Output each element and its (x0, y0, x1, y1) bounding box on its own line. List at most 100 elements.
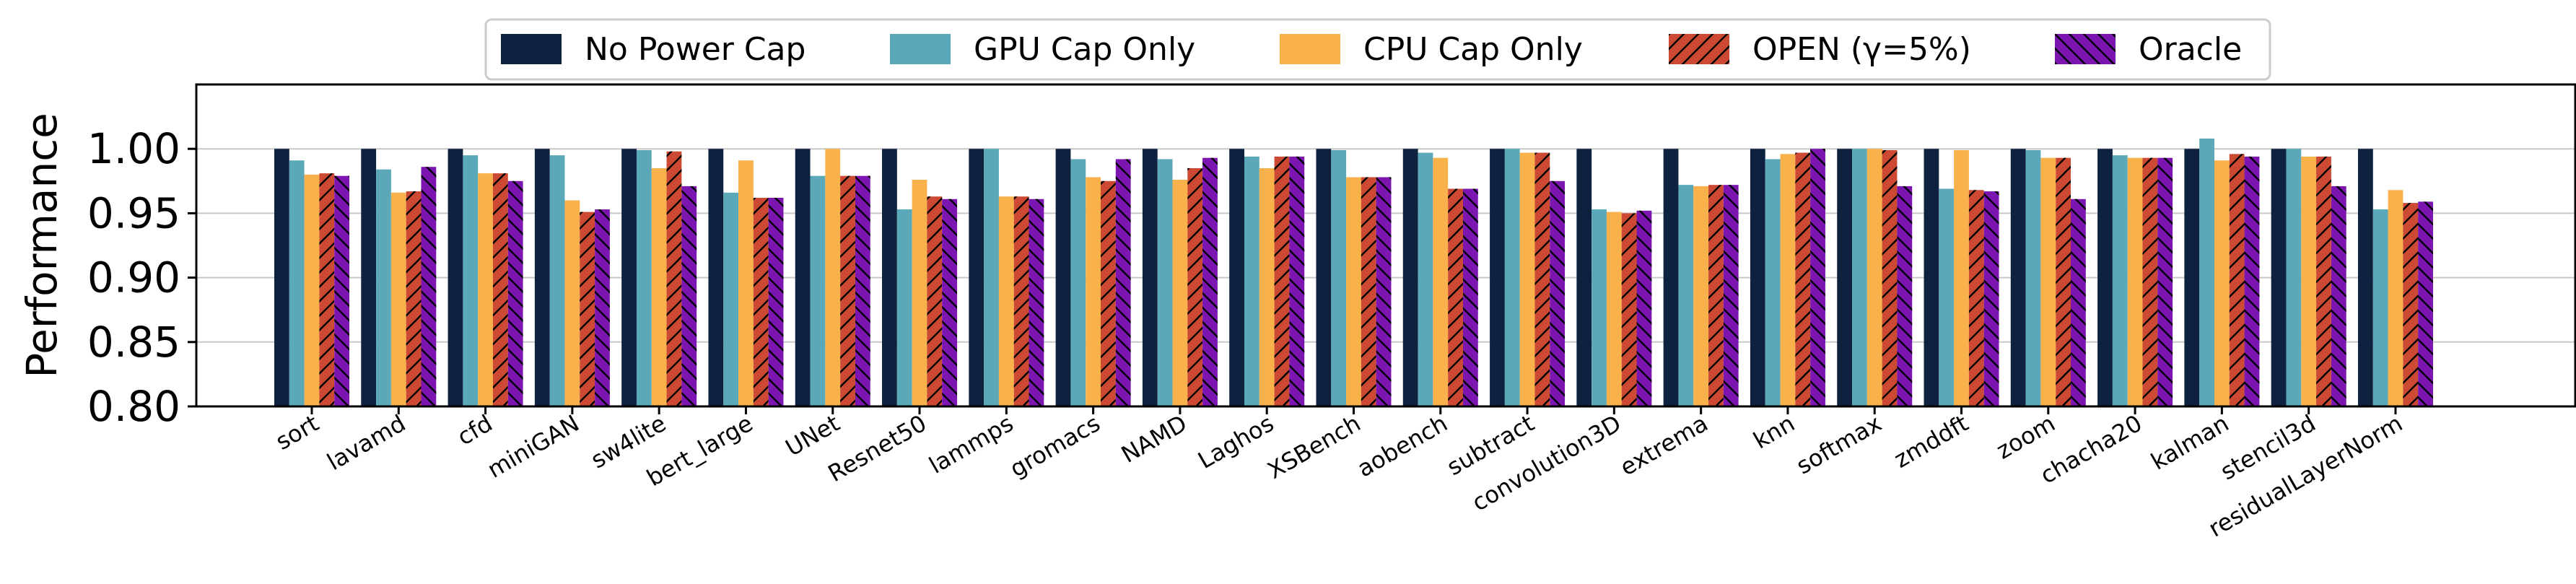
bar-hatch (2331, 186, 2346, 406)
x-tick-label: softmax (1791, 409, 1886, 480)
bar-hatch (1101, 180, 1116, 407)
bar-miniGAN-No Power Cap (534, 149, 550, 406)
bar-lavamd-CPU Cap Only (390, 192, 406, 406)
legend-label: GPU Cap Only (974, 31, 1195, 68)
x-tick-label: lammps (925, 409, 1018, 479)
bar-XSBench-GPU Cap Only (1331, 149, 1347, 406)
bar-zoom-No Power Cap (2010, 149, 2026, 406)
bar-hatch (406, 191, 422, 406)
bar-miniGAN-CPU Cap Only (564, 200, 580, 406)
x-tick-label: aobench (1353, 409, 1452, 483)
bar-NAMD-CPU Cap Only (1172, 180, 1188, 407)
bar-bert_large-No Power Cap (708, 149, 724, 406)
bar-hatch (1636, 210, 1652, 406)
bar-hatch (1274, 156, 1290, 407)
bar-hatch (1462, 188, 1478, 406)
bar-hatch (2316, 156, 2331, 407)
bar-hatch (580, 212, 595, 406)
bar-XSBench-CPU Cap Only (1346, 177, 1361, 406)
bar-hatch (927, 196, 943, 406)
bar-hatch (1621, 213, 1637, 406)
bar-hatch (1968, 190, 1984, 406)
bar-hatch (1289, 156, 1305, 407)
bar-hatch (1795, 152, 1811, 406)
bar-aobench-CPU Cap Only (1433, 157, 1449, 407)
bar-hatch (666, 151, 682, 406)
bar-hatch (1723, 185, 1739, 406)
bar-gromacs-No Power Cap (1055, 149, 1071, 406)
bar-knn-No Power Cap (1750, 149, 1765, 406)
bar-hatch (1376, 177, 1392, 406)
bar-Resnet50-No Power Cap (882, 149, 897, 406)
x-tick-label: sort (271, 409, 323, 456)
y-tick-label: 0.90 (87, 253, 180, 302)
x-tick-label: zoom (1991, 409, 2059, 464)
legend-swatch (890, 34, 951, 64)
bar-sw4lite-GPU Cap Only (636, 149, 652, 406)
bar-knn-GPU Cap Only (1765, 159, 1781, 407)
bar-zmddft-GPU Cap Only (1939, 188, 1955, 406)
bar-zmddft-CPU Cap Only (1954, 149, 1969, 406)
bar-hatch (2244, 156, 2260, 407)
bar-hatch (768, 197, 784, 406)
bar-hatch (1983, 191, 1999, 406)
bar-lavamd-No Power Cap (361, 149, 377, 406)
bar-stencil3d-No Power Cap (2271, 149, 2287, 406)
bar-hatch (1550, 180, 1566, 407)
bar-hatch (942, 199, 958, 406)
x-tick-label: NAMD (1117, 409, 1192, 468)
bar-sw4lite-CPU Cap Only (651, 167, 667, 406)
bar-extrema-CPU Cap Only (1693, 186, 1709, 406)
x-tick-label: XSBench (1262, 409, 1365, 484)
bar-hatch (681, 186, 697, 406)
bar-kalman-CPU Cap Only (2214, 160, 2230, 407)
bar-UNet-GPU Cap Only (810, 175, 826, 406)
bar-hatch (595, 209, 610, 406)
bar-hatch (1187, 167, 1203, 406)
y-tick-label: 1.00 (87, 124, 180, 173)
bar-cfd-GPU Cap Only (463, 155, 479, 406)
bar-softmax-GPU Cap Only (1852, 149, 1867, 406)
x-tick-label: cfd (453, 409, 497, 450)
bar-stencil3d-CPU Cap Only (2301, 156, 2317, 407)
bar-hatch (2418, 201, 2433, 406)
legend: No Power Cap GPU Cap Only CPU Cap Only OPEN… (484, 18, 2271, 81)
y-tick-label: 0.95 (87, 188, 180, 237)
bar-lammps-No Power Cap (969, 149, 984, 406)
bar-zoom-GPU Cap Only (2025, 149, 2041, 406)
x-tick-label: convolution3D (1467, 409, 1625, 517)
bar-knn-CPU Cap Only (1780, 154, 1796, 406)
legend-label: No Power Cap (585, 31, 805, 68)
bar-hatch (1115, 159, 1131, 407)
bar-hatch (1448, 188, 1463, 406)
bar-hatch (2071, 199, 2086, 406)
legend-swatch (501, 34, 562, 64)
bar-XSBench-No Power Cap (1316, 149, 1332, 406)
bar-convolution3D-No Power Cap (1576, 149, 1592, 406)
bar-hatch (1534, 152, 1550, 406)
axes-frame (195, 83, 2576, 408)
bar-NAMD-No Power Cap (1142, 149, 1158, 406)
bar-cfd-CPU Cap Only (478, 173, 493, 406)
y-tick-label: 0.85 (87, 318, 180, 367)
bar-zoom-CPU Cap Only (2040, 157, 2056, 407)
bar-lammps-GPU Cap Only (984, 149, 999, 406)
bar-hatch (2056, 157, 2071, 407)
bar-cfd-No Power Cap (447, 149, 463, 406)
bar-hatch (2229, 154, 2245, 406)
bar-convolution3D-CPU Cap Only (1606, 212, 1622, 406)
bar-hatch (1897, 186, 1913, 406)
bar-softmax-No Power Cap (1837, 149, 1853, 406)
bars-group (274, 138, 2433, 407)
bar-UNet-No Power Cap (795, 149, 811, 406)
bar-extrema-No Power Cap (1663, 149, 1679, 406)
bar-subtract-No Power Cap (1490, 149, 1505, 406)
bar-gromacs-CPU Cap Only (1086, 177, 1101, 406)
bar-Laghos-GPU Cap Only (1244, 156, 1259, 407)
x-tick-label: knn (1749, 409, 1799, 454)
x-tick-label: zmddft (1890, 409, 1973, 474)
bar-hatch (1882, 149, 1898, 406)
bar-hatch (421, 167, 437, 406)
legend-swatch-hatch (2055, 34, 2116, 64)
bar-subtract-CPU Cap Only (1519, 152, 1535, 406)
